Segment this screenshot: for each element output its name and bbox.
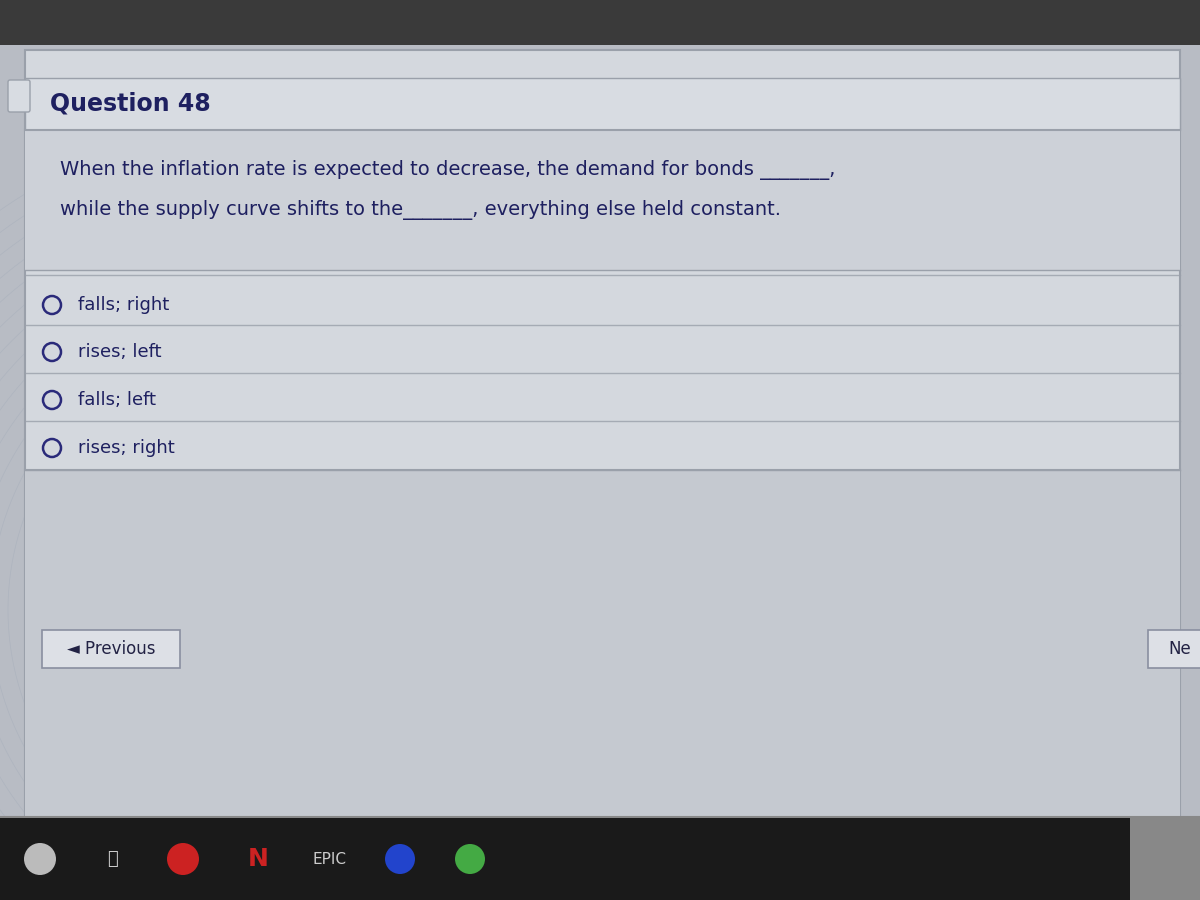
Circle shape bbox=[385, 844, 415, 874]
Text: rises; left: rises; left bbox=[78, 343, 162, 361]
Text: When the inflation rate is expected to decrease, the demand for bonds _______,: When the inflation rate is expected to d… bbox=[60, 160, 835, 180]
Text: EPIC: EPIC bbox=[313, 851, 347, 867]
Text: rises; right: rises; right bbox=[78, 439, 175, 457]
Text: Ne: Ne bbox=[1168, 640, 1190, 658]
Text: 訃: 訃 bbox=[108, 850, 119, 868]
FancyBboxPatch shape bbox=[1130, 818, 1200, 900]
FancyBboxPatch shape bbox=[25, 78, 1180, 130]
FancyBboxPatch shape bbox=[25, 50, 1180, 820]
FancyBboxPatch shape bbox=[0, 818, 1200, 900]
Text: falls; left: falls; left bbox=[78, 391, 156, 409]
Text: while the supply curve shifts to the_______, everything else held constant.: while the supply curve shifts to the____… bbox=[60, 200, 781, 220]
Text: ◄ Previous: ◄ Previous bbox=[67, 640, 155, 658]
Circle shape bbox=[167, 843, 199, 875]
Text: N: N bbox=[247, 847, 269, 871]
Text: Question 48: Question 48 bbox=[50, 92, 211, 116]
Circle shape bbox=[455, 844, 485, 874]
FancyBboxPatch shape bbox=[42, 630, 180, 668]
Text: falls; right: falls; right bbox=[78, 296, 169, 314]
FancyBboxPatch shape bbox=[8, 80, 30, 112]
Circle shape bbox=[24, 843, 56, 875]
FancyBboxPatch shape bbox=[0, 0, 1200, 45]
FancyBboxPatch shape bbox=[1148, 630, 1200, 668]
FancyBboxPatch shape bbox=[25, 130, 1180, 270]
FancyBboxPatch shape bbox=[25, 470, 1180, 820]
